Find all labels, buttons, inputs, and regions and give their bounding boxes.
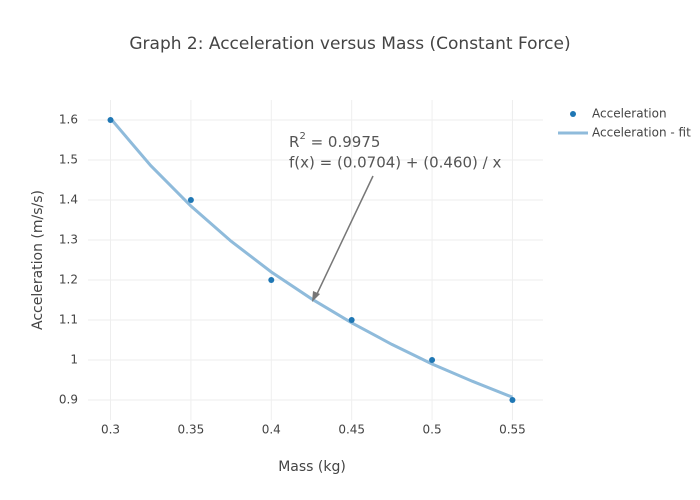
y-tick-label: 0.9 xyxy=(59,393,78,407)
y-axis-title: Acceleration (m/s/s) xyxy=(30,190,46,330)
x-tick-label: 0.55 xyxy=(499,423,526,437)
y-tick-label: 1.3 xyxy=(59,233,78,247)
x-tick-label: 0.4 xyxy=(262,423,281,437)
legend-label: Acceleration xyxy=(592,107,667,121)
data-point xyxy=(429,357,436,363)
data-point xyxy=(348,317,355,323)
chart-title: Graph 2: Acceleration versus Mass (Const… xyxy=(129,34,570,54)
x-axis-title: Mass (kg) xyxy=(278,459,346,475)
data-point xyxy=(509,397,516,403)
annotation-r: R xyxy=(289,133,299,151)
y-tick-label: 1.5 xyxy=(59,153,78,167)
y-tick-label: 1.4 xyxy=(59,193,78,207)
legend-label: Acceleration - fit xyxy=(592,126,691,140)
annotation-arrow xyxy=(315,175,374,297)
annotation-fit: f(x) = (0.0704) + (0.460) / x xyxy=(289,154,501,172)
x-tick-label: 0.5 xyxy=(423,423,442,437)
data-point xyxy=(187,197,194,203)
legend-marker xyxy=(570,111,576,117)
fit-line xyxy=(109,117,514,399)
x-tick-label: 0.3 xyxy=(101,423,120,437)
data-point xyxy=(268,277,275,283)
x-tick-label: 0.35 xyxy=(178,423,205,437)
x-tick-label: 0.45 xyxy=(338,423,365,437)
y-tick-label: 1.1 xyxy=(59,313,78,327)
y-tick-label: 1 xyxy=(70,353,78,367)
y-tick-label: 1.2 xyxy=(59,273,78,287)
annotation-sup: 2 xyxy=(299,131,305,142)
data-point xyxy=(107,117,114,123)
annotation-rest: = 0.9975 xyxy=(306,133,381,151)
y-tick-label: 1.6 xyxy=(59,113,78,127)
annotation-arrowhead xyxy=(312,291,320,302)
annotation-r2: R2 = 0.9975 xyxy=(289,131,380,151)
